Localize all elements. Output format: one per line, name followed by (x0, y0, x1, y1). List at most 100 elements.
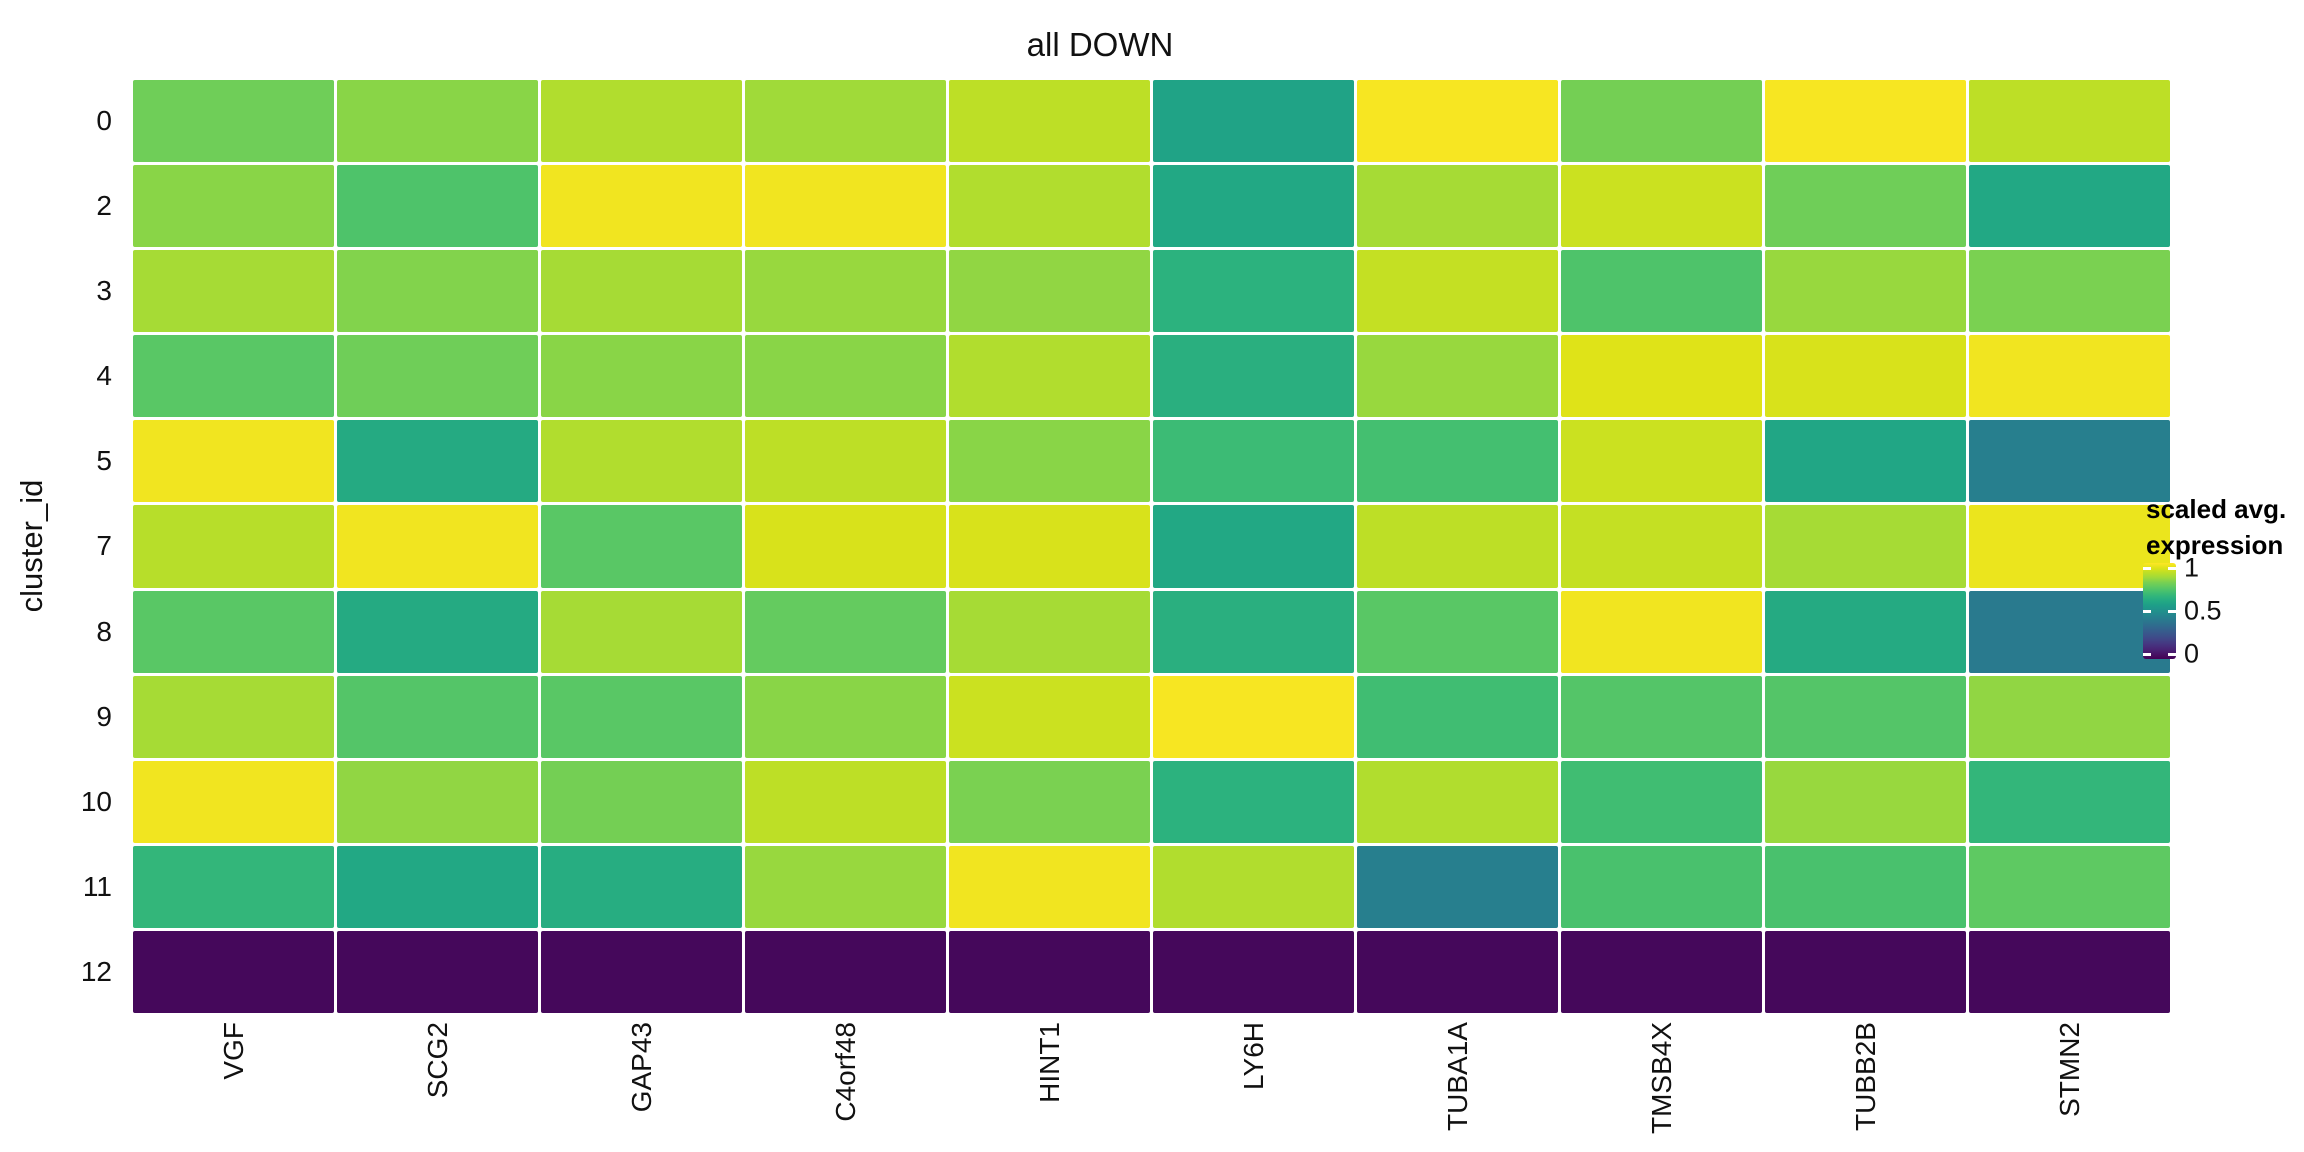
heatmap-cell (541, 165, 742, 248)
heatmap-cell (1561, 80, 1762, 163)
legend-tick-mark (2168, 609, 2176, 613)
heatmap-cell (1765, 420, 1966, 503)
heatmap-cell (133, 590, 334, 673)
heatmap-cell (1561, 845, 1762, 928)
heatmap-cell (1153, 505, 1354, 588)
legend-tick-mark (2143, 652, 2151, 656)
heatmap-cell (133, 80, 334, 163)
heatmap-cell (1765, 845, 1966, 928)
heatmap-cell (541, 845, 742, 928)
heatmap-cell (337, 80, 538, 163)
y-axis-tick-label: 11 (82, 870, 112, 902)
heatmap-cell (1765, 80, 1966, 163)
heatmap-cell (745, 930, 946, 1013)
x-axis-tick-label: STMN2 (2053, 1022, 2085, 1117)
heatmap-cell (1153, 760, 1354, 843)
heatmap-cell (1969, 420, 2170, 503)
heatmap-cell (541, 80, 742, 163)
heatmap-cell (1969, 335, 2170, 418)
heatmap-cell (949, 760, 1150, 843)
heatmap-cell (1561, 590, 1762, 673)
heatmap-cell (133, 760, 334, 843)
heatmap-cell (1357, 845, 1558, 928)
heatmap-cell (541, 505, 742, 588)
heatmap-cell (745, 80, 946, 163)
legend-tick-label: 1 (2184, 552, 2200, 583)
heatmap-cell (1765, 335, 1966, 418)
heatmap-cell (949, 165, 1150, 248)
heatmap-cell (745, 760, 946, 843)
heatmap-cell (1969, 760, 2170, 843)
heatmap-cell (1561, 420, 1762, 503)
heatmap-cell (1969, 675, 2170, 758)
heatmap-cell (1765, 250, 1966, 333)
y-axis-tick-label: 8 (96, 615, 112, 647)
heatmap-cell (1561, 760, 1762, 843)
heatmap-cell (1153, 930, 1354, 1013)
x-axis-tick-label: GAP43 (625, 1022, 657, 1113)
y-axis-tick-label: 12 (80, 955, 112, 987)
y-axis-tick-label: 4 (96, 360, 112, 392)
x-axis-tick-label: HINT1 (1033, 1022, 1065, 1103)
heatmap-cell (1357, 590, 1558, 673)
heatmap-cell (337, 930, 538, 1013)
heatmap-cell (337, 165, 538, 248)
legend-title-line-2: expression (2146, 530, 2284, 560)
heatmap-cell (133, 335, 334, 418)
heatmap-cell (1765, 930, 1966, 1013)
heatmap-cell (1153, 845, 1354, 928)
y-axis-tick-label: 7 (96, 530, 112, 562)
heatmap-cell (1153, 675, 1354, 758)
heatmap-cell (745, 250, 946, 333)
heatmap-cell (745, 420, 946, 503)
heatmap-cell (337, 845, 538, 928)
x-axis-tick-label: TUBA1A (1441, 1022, 1473, 1131)
heatmap-cell (1153, 335, 1354, 418)
y-axis-tick-label: 10 (80, 785, 112, 817)
heatmap-cell (1561, 335, 1762, 418)
heatmap-cell (1153, 80, 1354, 163)
x-axis-tick-label: VGF (217, 1022, 249, 1080)
y-axis-tick-label: 3 (96, 275, 112, 307)
heatmap-cell (1357, 675, 1558, 758)
heatmap-cell (1561, 675, 1762, 758)
heatmap-cell (133, 420, 334, 503)
heatmap-cell (745, 590, 946, 673)
heatmap-cell (1969, 80, 2170, 163)
heatmap-cell (1969, 165, 2170, 248)
legend-tick-mark (2168, 566, 2176, 570)
heatmap-cell (1969, 845, 2170, 928)
heatmap-cell (949, 590, 1150, 673)
heatmap-cell (1357, 80, 1558, 163)
heatmap-cell (1969, 250, 2170, 333)
heatmap-cell (1765, 590, 1966, 673)
heatmap-cell (1765, 675, 1966, 758)
heatmap-cell (1969, 590, 2170, 673)
heatmap-cell (337, 335, 538, 418)
y-axis-tick-label: 2 (96, 190, 112, 222)
heatmap-cell (1765, 760, 1966, 843)
heatmap-cell (949, 505, 1150, 588)
heatmap-cell (1153, 250, 1354, 333)
heatmap-cell (133, 505, 334, 588)
heatmap-cell (541, 675, 742, 758)
heatmap-cell (745, 845, 946, 928)
heatmap-cell (541, 590, 742, 673)
heatmap-cell (1153, 420, 1354, 503)
heatmap-cell (1561, 250, 1762, 333)
heatmap-cell (133, 250, 334, 333)
legend-tick-mark (2143, 566, 2151, 570)
heatmap-cell (133, 165, 334, 248)
y-axis-tick-label: 0 (96, 105, 112, 136)
legend-title-line-1: scaled avg. (2146, 494, 2287, 524)
heatmap-cell (541, 760, 742, 843)
heatmap-cell (1969, 505, 2170, 588)
heatmap-cell (1357, 165, 1558, 248)
x-axis-tick-label: TUBB2B (1849, 1022, 1881, 1131)
heatmap-cell (337, 675, 538, 758)
chart-title: all DOWN (1026, 26, 1174, 63)
heatmap-cell (1561, 505, 1762, 588)
heatmap-cell (541, 930, 742, 1013)
heatmap-cell (337, 505, 538, 588)
